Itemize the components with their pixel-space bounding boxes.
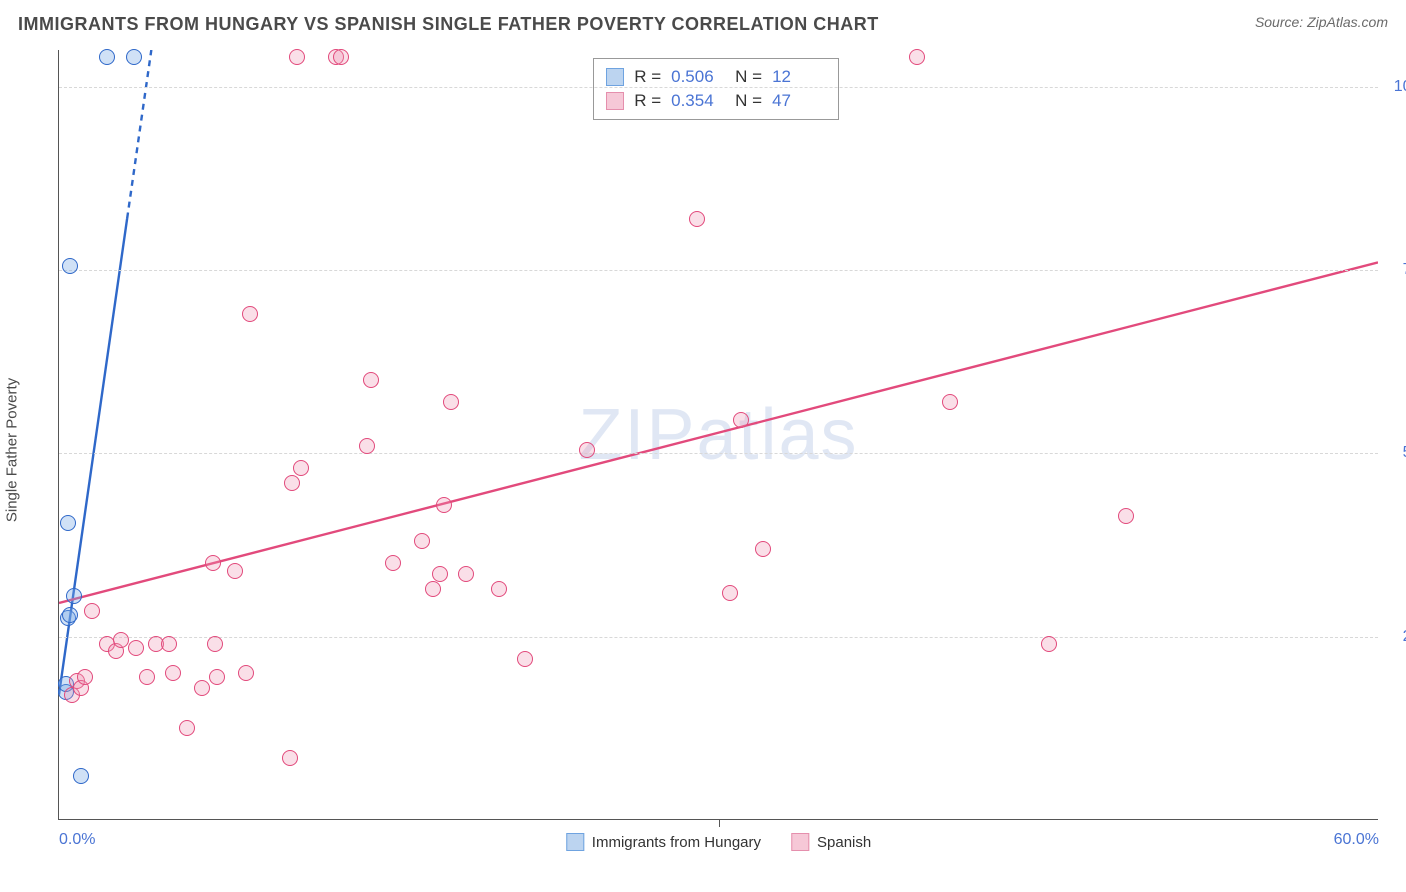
data-point bbox=[227, 563, 243, 579]
data-point bbox=[148, 636, 164, 652]
data-point bbox=[385, 555, 401, 571]
gridline bbox=[59, 270, 1378, 271]
legend-label: Immigrants from Hungary bbox=[592, 834, 761, 851]
n-value: 47 bbox=[772, 89, 826, 113]
y-axis-label: Single Father Poverty bbox=[4, 378, 21, 522]
data-point bbox=[458, 566, 474, 582]
n-label: N = bbox=[735, 65, 762, 89]
data-point bbox=[209, 669, 225, 685]
source-credit: Source: ZipAtlas.com bbox=[1255, 14, 1388, 30]
data-point bbox=[282, 750, 298, 766]
data-point bbox=[60, 515, 76, 531]
watermark: ZIPatlas bbox=[578, 394, 858, 476]
data-point bbox=[755, 541, 771, 557]
data-point bbox=[58, 676, 74, 692]
data-point bbox=[62, 258, 78, 274]
source-name: ZipAtlas.com bbox=[1307, 14, 1388, 30]
data-point bbox=[84, 603, 100, 619]
data-point bbox=[689, 211, 705, 227]
y-tick-label: 25.0% bbox=[1388, 628, 1406, 646]
stat-row: R = 0.506 N = 12 bbox=[606, 65, 826, 89]
r-value: 0.354 bbox=[671, 89, 725, 113]
correlation-stats-legend: R = 0.506 N = 12 R = 0.354 N = 47 bbox=[593, 58, 839, 120]
legend-item: Spanish bbox=[791, 833, 871, 851]
data-point bbox=[363, 372, 379, 388]
r-label: R = bbox=[634, 89, 661, 113]
y-tick-label: 100.0% bbox=[1388, 78, 1406, 96]
chart-header: IMMIGRANTS FROM HUNGARY VS SPANISH SINGL… bbox=[0, 0, 1406, 41]
data-point bbox=[99, 636, 115, 652]
data-point bbox=[284, 475, 300, 491]
data-point bbox=[194, 680, 210, 696]
data-point bbox=[66, 588, 82, 604]
gridline bbox=[59, 87, 1378, 88]
data-point bbox=[909, 49, 925, 65]
legend-swatch bbox=[566, 833, 584, 851]
data-point bbox=[242, 306, 258, 322]
data-point bbox=[161, 636, 177, 652]
data-point bbox=[207, 636, 223, 652]
data-point bbox=[179, 720, 195, 736]
data-point bbox=[73, 768, 89, 784]
data-point bbox=[414, 533, 430, 549]
data-point bbox=[64, 687, 80, 703]
plot-area: ZIPatlas R =0.506N =12R =0.354N =47 Immi… bbox=[58, 50, 1378, 820]
n-label: N = bbox=[735, 89, 762, 113]
data-point bbox=[128, 640, 144, 656]
legend-label: Spanish bbox=[817, 834, 871, 851]
x-tick bbox=[719, 819, 720, 827]
data-point bbox=[1118, 508, 1134, 524]
data-point bbox=[77, 669, 93, 685]
gridline bbox=[59, 453, 1378, 454]
x-tick-label: 0.0% bbox=[59, 831, 95, 849]
legend-swatch bbox=[791, 833, 809, 851]
data-point bbox=[517, 651, 533, 667]
data-point bbox=[359, 438, 375, 454]
legend-item: Immigrants from Hungary bbox=[566, 833, 761, 851]
data-point bbox=[108, 643, 124, 659]
data-point bbox=[165, 665, 181, 681]
r-label: R = bbox=[634, 65, 661, 89]
chart-title: IMMIGRANTS FROM HUNGARY VS SPANISH SINGL… bbox=[18, 14, 879, 35]
data-point bbox=[289, 49, 305, 65]
data-point bbox=[126, 49, 142, 65]
r-value: 0.506 bbox=[671, 65, 725, 89]
chart-container: Single Father Poverty ZIPatlas R =0.506N… bbox=[40, 50, 1390, 850]
data-point bbox=[139, 669, 155, 685]
data-point bbox=[62, 607, 78, 623]
y-tick-label: 75.0% bbox=[1388, 261, 1406, 279]
data-point bbox=[73, 680, 89, 696]
data-point bbox=[432, 566, 448, 582]
series-legend: Immigrants from Hungary Spanish bbox=[566, 833, 871, 851]
data-point bbox=[99, 49, 115, 65]
data-point bbox=[733, 412, 749, 428]
data-point bbox=[722, 585, 738, 601]
gridline bbox=[59, 637, 1378, 638]
trend-lines-layer bbox=[59, 50, 1378, 819]
legend-swatch bbox=[606, 68, 624, 86]
data-point bbox=[238, 665, 254, 681]
data-point bbox=[205, 555, 221, 571]
data-point bbox=[328, 49, 344, 65]
data-point bbox=[491, 581, 507, 597]
legend-swatch bbox=[606, 92, 624, 110]
data-point bbox=[293, 460, 309, 476]
data-point bbox=[333, 49, 349, 65]
data-point bbox=[60, 610, 76, 626]
data-point bbox=[69, 673, 85, 689]
source-prefix: Source: bbox=[1255, 14, 1307, 30]
data-point bbox=[942, 394, 958, 410]
data-point bbox=[425, 581, 441, 597]
data-point bbox=[436, 497, 452, 513]
y-tick-label: 50.0% bbox=[1388, 444, 1406, 462]
data-point bbox=[58, 684, 74, 700]
data-point bbox=[443, 394, 459, 410]
data-point bbox=[579, 442, 595, 458]
data-point bbox=[113, 632, 129, 648]
data-point bbox=[1041, 636, 1057, 652]
x-tick-label: 60.0% bbox=[1334, 831, 1379, 849]
n-value: 12 bbox=[772, 65, 826, 89]
stat-row: R = 0.354 N = 47 bbox=[606, 89, 826, 113]
